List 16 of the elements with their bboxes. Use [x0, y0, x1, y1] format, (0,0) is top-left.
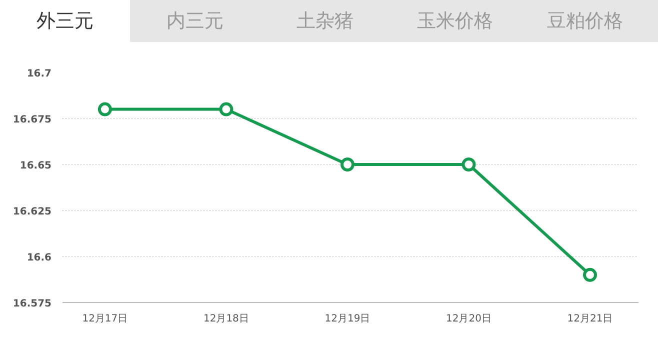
y-tick-label: 16.6 [26, 252, 52, 264]
point [462, 158, 476, 172]
point [98, 102, 112, 116]
x-tick-label: 12月20日 [446, 314, 492, 324]
x-tick-label: 12月19日 [324, 314, 370, 324]
y-tick-label: 16.675 [12, 114, 52, 126]
y-tick-label: 16.625 [12, 206, 52, 218]
point [582, 268, 597, 282]
x-tick-label: 12月17日 [82, 314, 128, 324]
y-tick-label: 16.65 [20, 160, 52, 172]
y-tick-label: 16.575 [12, 298, 52, 310]
y-tick-label: 16.7 [26, 68, 52, 80]
x-tick-label: 12月18日 [203, 314, 249, 324]
point [219, 102, 234, 116]
point [340, 158, 354, 172]
x-tick-label: 12月21日 [567, 314, 613, 324]
